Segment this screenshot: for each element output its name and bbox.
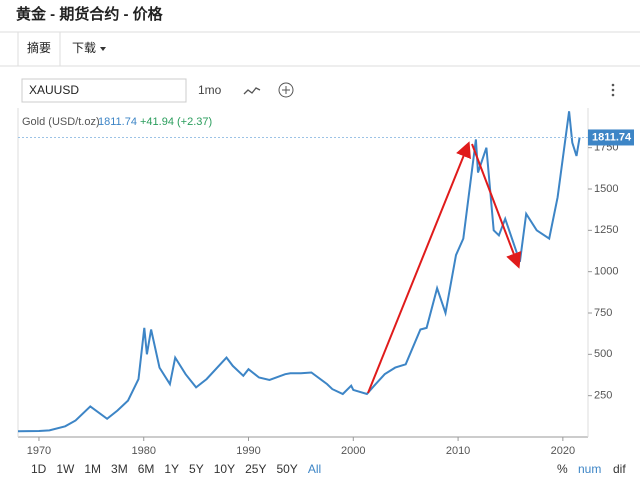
range-button[interactable]: 1W [56, 462, 75, 476]
quote-price: 1811.74 [98, 116, 137, 128]
mode-button[interactable]: dif [613, 462, 626, 476]
x-tick-label: 2020 [551, 445, 575, 457]
menu-icon[interactable] [611, 83, 615, 87]
y-tick-label: 1500 [594, 183, 618, 195]
menu-icon [611, 88, 615, 92]
mode-button[interactable]: num [578, 462, 601, 476]
chart-type-icon[interactable] [243, 87, 261, 95]
range-button[interactable]: 50Y [276, 462, 297, 476]
range-button[interactable]: 10Y [214, 462, 235, 476]
range-button[interactable]: 1M [84, 462, 101, 476]
symbol-input[interactable] [21, 78, 187, 103]
tab[interactable]: 下载 [72, 41, 96, 55]
x-tick-label: 2010 [446, 445, 470, 457]
quote-name: Gold (USD/t.oz) [22, 116, 100, 128]
range-button[interactable]: 3M [111, 462, 128, 476]
x-tick-label: 1990 [236, 445, 260, 457]
x-tick-label: 2000 [341, 445, 365, 457]
range-button[interactable]: 25Y [245, 462, 266, 476]
last-price-box [588, 129, 634, 146]
range-button[interactable]: 6M [138, 462, 155, 476]
y-tick-label: 750 [594, 307, 612, 319]
x-tick-label: 1980 [131, 445, 155, 457]
range-button[interactable]: 1D [31, 462, 47, 476]
symbol[interactable]: XAUUSD [29, 83, 79, 97]
last-price-label: 1811.74 [592, 131, 632, 143]
price-line [17, 111, 581, 433]
menu-icon [611, 93, 615, 97]
range-button[interactable]: All [308, 462, 321, 476]
mode-button[interactable]: % [557, 462, 568, 476]
y-tick-label: 1000 [594, 266, 618, 278]
tab[interactable]: 摘要 [27, 40, 51, 55]
page-title: 黄金 - 期货合约 - 价格 [16, 5, 164, 23]
quote-change: +41.94 (+2.37) [140, 116, 212, 128]
annotation-arrow [471, 143, 522, 269]
tab-active[interactable] [17, 31, 61, 67]
y-tick-label: 1250 [594, 224, 618, 236]
y-tick-label: 500 [594, 348, 612, 360]
add-icon [282, 86, 290, 94]
x-tick-label: 1970 [27, 445, 51, 457]
interval[interactable]: 1mo [198, 83, 222, 97]
range-button[interactable]: 1Y [164, 462, 179, 476]
y-tick-label: 250 [594, 390, 612, 402]
annotation-arrow [367, 141, 471, 394]
add-icon[interactable] [278, 82, 294, 98]
range-button[interactable]: 5Y [189, 462, 204, 476]
dropdown-arrow [100, 47, 106, 51]
